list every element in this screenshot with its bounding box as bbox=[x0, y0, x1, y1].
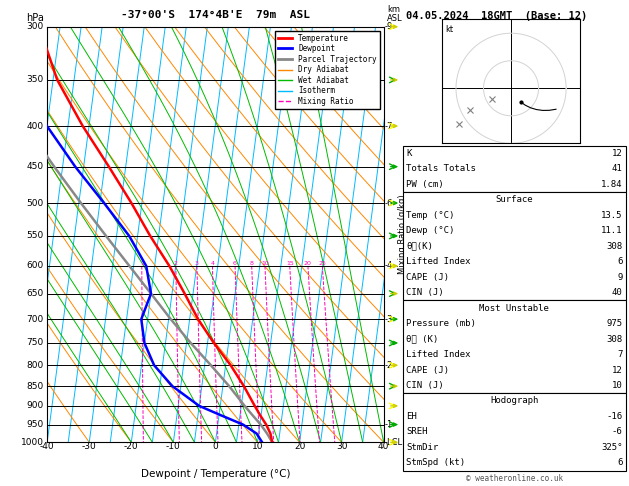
Bar bbox=[403, 192, 626, 300]
Text: Temp (°C): Temp (°C) bbox=[406, 211, 454, 220]
Text: CAPE (J): CAPE (J) bbox=[406, 273, 449, 282]
Text: -7: -7 bbox=[384, 122, 392, 131]
Text: 10: 10 bbox=[261, 261, 269, 266]
Text: StmSpd (kt): StmSpd (kt) bbox=[406, 458, 465, 468]
Text: 800: 800 bbox=[26, 361, 44, 370]
Text: 12: 12 bbox=[612, 365, 623, 375]
Text: Hodograph: Hodograph bbox=[490, 397, 538, 405]
Text: -6: -6 bbox=[384, 199, 392, 208]
Text: -40: -40 bbox=[40, 442, 55, 451]
Text: kt: kt bbox=[445, 25, 453, 34]
Text: 30: 30 bbox=[336, 442, 347, 451]
Text: 850: 850 bbox=[26, 382, 44, 391]
Text: 550: 550 bbox=[26, 231, 44, 241]
Text: CIN (J): CIN (J) bbox=[406, 381, 443, 390]
Text: 1.84: 1.84 bbox=[601, 180, 623, 189]
Bar bbox=[403, 393, 626, 470]
Text: 975: 975 bbox=[606, 319, 623, 328]
Text: 500: 500 bbox=[26, 199, 44, 208]
Text: Most Unstable: Most Unstable bbox=[479, 304, 549, 312]
Text: -37°00'S  174°4B'E  79m  ASL: -37°00'S 174°4B'E 79m ASL bbox=[121, 11, 310, 20]
Text: 600: 600 bbox=[26, 261, 44, 270]
Text: km
ASL: km ASL bbox=[387, 4, 403, 22]
Text: 25: 25 bbox=[318, 261, 326, 266]
Text: 750: 750 bbox=[26, 338, 44, 347]
Legend: Temperature, Dewpoint, Parcel Trajectory, Dry Adiabat, Wet Adiabat, Isotherm, Mi: Temperature, Dewpoint, Parcel Trajectory… bbox=[276, 31, 380, 109]
Text: EH: EH bbox=[406, 412, 416, 421]
Text: 04.05.2024  18GMT  (Base: 12): 04.05.2024 18GMT (Base: 12) bbox=[406, 11, 587, 21]
Text: PW (cm): PW (cm) bbox=[406, 180, 443, 189]
Text: Dewpoint / Temperature (°C): Dewpoint / Temperature (°C) bbox=[141, 469, 290, 479]
Text: -4: -4 bbox=[384, 261, 392, 270]
Text: Lifted Index: Lifted Index bbox=[406, 350, 470, 359]
Text: Surface: Surface bbox=[496, 195, 533, 205]
Text: Totals Totals: Totals Totals bbox=[406, 164, 476, 174]
Text: 13.5: 13.5 bbox=[601, 211, 623, 220]
Text: 8: 8 bbox=[250, 261, 253, 266]
Text: 308: 308 bbox=[606, 334, 623, 344]
Text: 900: 900 bbox=[26, 401, 44, 410]
Text: -1: -1 bbox=[384, 420, 392, 429]
Text: 41: 41 bbox=[612, 164, 623, 174]
Text: -10: -10 bbox=[166, 442, 181, 451]
Text: 450: 450 bbox=[26, 162, 44, 171]
Text: 9: 9 bbox=[617, 273, 623, 282]
Bar bbox=[403, 300, 626, 393]
Text: -6: -6 bbox=[612, 427, 623, 436]
Text: StmDir: StmDir bbox=[406, 443, 438, 452]
Text: -20: -20 bbox=[124, 442, 138, 451]
Text: © weatheronline.co.uk: © weatheronline.co.uk bbox=[465, 473, 563, 483]
Text: CIN (J): CIN (J) bbox=[406, 288, 443, 297]
Text: hPa: hPa bbox=[26, 13, 44, 22]
Text: Pressure (mb): Pressure (mb) bbox=[406, 319, 476, 328]
Text: 20: 20 bbox=[304, 261, 312, 266]
Text: 650: 650 bbox=[26, 289, 44, 298]
Text: -30: -30 bbox=[82, 442, 97, 451]
Text: 950: 950 bbox=[26, 420, 44, 429]
Text: 11.1: 11.1 bbox=[601, 226, 623, 235]
Text: 350: 350 bbox=[26, 75, 44, 85]
Text: θᴄ(K): θᴄ(K) bbox=[406, 242, 433, 251]
Bar bbox=[403, 146, 626, 192]
Text: -LCL: -LCL bbox=[384, 438, 403, 447]
Text: 300: 300 bbox=[26, 22, 44, 31]
Text: 15: 15 bbox=[286, 261, 294, 266]
Text: -3: -3 bbox=[384, 314, 392, 324]
Text: 700: 700 bbox=[26, 314, 44, 324]
Text: 6: 6 bbox=[617, 458, 623, 468]
Text: 400: 400 bbox=[26, 122, 44, 131]
Text: 12: 12 bbox=[612, 149, 623, 158]
Text: 40: 40 bbox=[612, 288, 623, 297]
Text: 2: 2 bbox=[174, 261, 178, 266]
Text: 10: 10 bbox=[252, 442, 264, 451]
Text: Dewp (°C): Dewp (°C) bbox=[406, 226, 454, 235]
Text: 40: 40 bbox=[378, 442, 389, 451]
Text: 4: 4 bbox=[211, 261, 214, 266]
Text: -16: -16 bbox=[606, 412, 623, 421]
Text: 1: 1 bbox=[140, 261, 143, 266]
Text: Mixing Ratio (g/kg): Mixing Ratio (g/kg) bbox=[398, 195, 407, 274]
Text: K: K bbox=[406, 149, 411, 158]
Text: 325°: 325° bbox=[601, 443, 623, 452]
Text: 6: 6 bbox=[233, 261, 237, 266]
Text: SREH: SREH bbox=[406, 427, 428, 436]
Text: 0: 0 bbox=[213, 442, 218, 451]
Text: 308: 308 bbox=[606, 242, 623, 251]
Text: Lifted Index: Lifted Index bbox=[406, 257, 470, 266]
Text: -2: -2 bbox=[384, 361, 392, 370]
Text: 1000: 1000 bbox=[21, 438, 44, 447]
Text: 10: 10 bbox=[612, 381, 623, 390]
Text: 3: 3 bbox=[195, 261, 199, 266]
Text: -9: -9 bbox=[384, 22, 392, 31]
Text: θᴄ (K): θᴄ (K) bbox=[406, 334, 438, 344]
Text: CAPE (J): CAPE (J) bbox=[406, 365, 449, 375]
Text: 6: 6 bbox=[617, 257, 623, 266]
Text: 20: 20 bbox=[294, 442, 305, 451]
Text: 7: 7 bbox=[617, 350, 623, 359]
